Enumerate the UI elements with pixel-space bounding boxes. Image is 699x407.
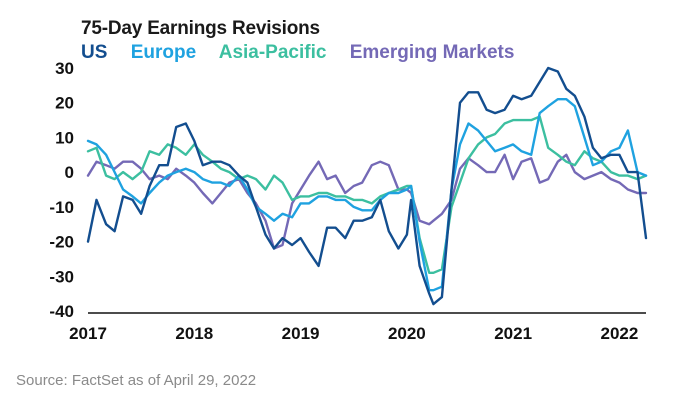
series-line-us — [86, 66, 648, 306]
series-layer — [86, 66, 648, 306]
y-tick-label: -10 — [49, 198, 74, 217]
y-tick-label: 0 — [65, 163, 74, 182]
source-note: Source: FactSet as of April 29, 2022 — [16, 372, 257, 389]
series-line-asia-pacific — [86, 115, 648, 274]
y-tick-label: -20 — [49, 233, 74, 252]
y-tick-label: -40 — [49, 302, 74, 321]
legend-item-asia-pacific: Asia-Pacific — [218, 42, 327, 63]
series-line-europe — [86, 97, 648, 292]
legend-item-emerging-markets: Emerging Markets — [349, 42, 515, 63]
x-tick-label: 2018 — [175, 324, 213, 343]
series-line-emerging-markets — [86, 153, 648, 250]
legend-item-us: US — [81, 42, 108, 63]
legend-item-europe: Europe — [130, 42, 197, 63]
x-tick-label: 2021 — [494, 324, 532, 343]
axis-layer: 30 20 10 0 -10 -20 -30 -40 2017 2018 2019 2020 2021 2… — [49, 59, 646, 343]
y-tick-label: 10 — [55, 128, 74, 147]
legend: US Europe Asia-Pacific Emerging Markets — [81, 42, 532, 64]
y-tick-label: 30 — [55, 59, 74, 78]
x-tick-label: 2022 — [601, 324, 639, 343]
x-tick-label: 2017 — [69, 324, 107, 343]
y-tick-label: 20 — [55, 94, 74, 113]
x-tick-label: 2019 — [282, 324, 320, 343]
x-tick-label: 2020 — [388, 324, 426, 343]
chart-title: 75-Day Earnings Revisions — [81, 18, 320, 39]
y-tick-label: -30 — [49, 267, 74, 286]
